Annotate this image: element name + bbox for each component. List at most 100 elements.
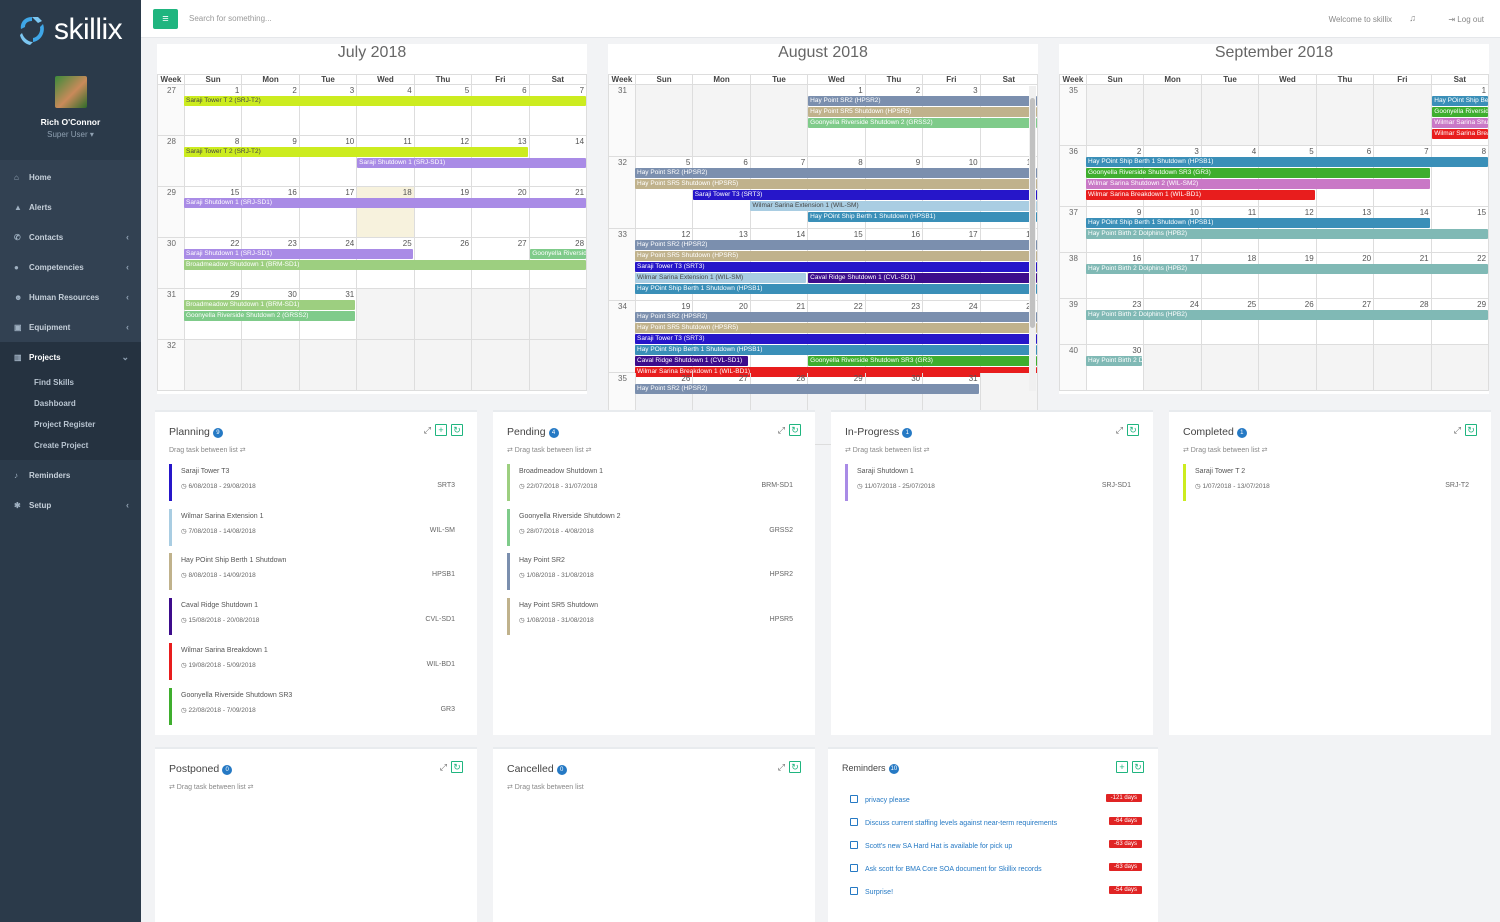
task-card[interactable]: Hay Point SR5 Shutdown ◷ 1/08/2018 - 31/0…	[507, 598, 805, 636]
day-cell[interactable]: 28	[1373, 299, 1430, 344]
day-cell[interactable]: 8	[1430, 146, 1488, 206]
day-cell[interactable]: 30	[1085, 345, 1143, 390]
subnav-create-project[interactable]: Create Project	[34, 441, 89, 450]
calendar-event[interactable]: Goonyella Riverside Shutdown 2	[530, 249, 586, 259]
day-cell[interactable]	[1430, 345, 1489, 390]
day-cell[interactable]	[1143, 85, 1201, 145]
day-cell[interactable]	[1373, 85, 1431, 145]
nav-home[interactable]: ⌂ Home	[0, 162, 141, 192]
day-cell[interactable]: 3	[298, 85, 356, 135]
day-cell[interactable]	[528, 340, 587, 390]
day-cell[interactable]: 5	[634, 157, 692, 228]
calendar-event[interactable]: Wilmar Sarina Breakdown 1 (WIL-BD1)	[1432, 129, 1488, 139]
day-cell[interactable]: 23	[1085, 299, 1143, 344]
nav-projects[interactable]: ▥ Projects ⌄	[0, 342, 141, 372]
calendar-event[interactable]: Goonyella Riverside Shutdown 2 (GRSS2)	[808, 118, 1037, 128]
day-cell[interactable]: 27	[1315, 299, 1373, 344]
subnav-dashboard[interactable]: Dashboard	[34, 399, 76, 408]
calendar-event[interactable]: Hay Point Birth 2 Dolphins (HPB2)	[1086, 356, 1142, 366]
day-cell[interactable]: 24	[1143, 299, 1200, 344]
reminder-text[interactable]: Ask scott for BMA Core SOA document for …	[865, 866, 1042, 873]
reminder-text[interactable]: Discuss current staffing levels against …	[865, 820, 1058, 827]
calendar-event[interactable]: Hay Point SR2 (HPSR2)	[808, 96, 1037, 106]
refresh-button[interactable]: ↻	[789, 424, 801, 436]
calendar-event[interactable]: Saraji Shutdown 1 (SRJ-SD1)	[184, 198, 586, 208]
task-card[interactable]: Goonyella Riverside Shutdown SR3 ◷ 22/08/…	[169, 687, 467, 725]
day-cell[interactable]: 5	[413, 85, 471, 135]
refresh-button[interactable]: ↻	[1465, 424, 1477, 436]
task-card[interactable]: Saraji Tower T3 ◷ 6/08/2018 - 29/08/2018 S…	[169, 464, 467, 501]
day-cell[interactable]	[1143, 345, 1201, 390]
day-cell[interactable]	[356, 340, 414, 390]
day-cell[interactable]: 21	[528, 187, 586, 237]
calendar-event[interactable]: Wilmar Sarina Breakdown 1 (WIL-BD1)	[1086, 190, 1315, 200]
calendar-event[interactable]: Hay Point SR2 (HPSR2)	[635, 168, 1037, 178]
subnav-find-skills[interactable]: Find Skills	[34, 378, 75, 387]
day-cell[interactable]: 16	[241, 187, 298, 237]
calendar-event[interactable]: Hay POint Ship Berth 1 Shutdown (HPSB1)	[1086, 157, 1488, 167]
calendar-event[interactable]: Hay Point SR5 Shutdown (HPSR5)	[808, 107, 1037, 117]
calendar-event[interactable]: Saraji Tower T 2 (SRJ-T2)	[184, 147, 529, 157]
calendar-event[interactable]: Hay Point SR2 (HPSR2)	[635, 384, 980, 394]
calendar-event[interactable]: Goonyella Riverside Shutdown SR3 (GR3)	[808, 356, 1037, 366]
day-cell[interactable]: 10	[298, 136, 356, 186]
calendar-event[interactable]: Hay Point Birth 2 Dolphins (HPB2)	[1086, 229, 1488, 239]
menu-toggle-button[interactable]: ≡	[153, 9, 178, 29]
calendar-event[interactable]: Hay POint Ship Berth 1 Shutdown (HPSB1)	[635, 284, 1037, 294]
calendar-event[interactable]: Wilmar Sarina Extension 1 (WIL-SM)	[635, 273, 807, 283]
calendar-event[interactable]: Caval Ridge Shutdown 1 (CVL-SD1)	[808, 273, 1037, 283]
reminder-checkbox[interactable]	[850, 818, 858, 826]
calendar-event[interactable]: Hay POint Ship Berth 1 Shutdown (HPSB1)	[635, 345, 1037, 355]
calendar-event[interactable]: Hay POint Ship Berth 1 Shutdown (HPSB1)	[808, 212, 1037, 222]
day-cell[interactable]	[413, 340, 472, 390]
user-role-dropdown[interactable]: Super User ▾	[47, 130, 94, 139]
calendar-scrollbar[interactable]	[1029, 86, 1036, 391]
day-cell[interactable]: 17	[298, 187, 356, 237]
logout-link[interactable]: ⇥ Log out	[1448, 15, 1484, 24]
calendar-event[interactable]: Goonyella Riverside Shutdown 2 (GRSS2)	[184, 311, 356, 321]
calendar-event[interactable]: Caval Ridge Shutdown 1 (CVL-SD1)	[635, 356, 749, 366]
day-cell[interactable]: 26	[1258, 299, 1315, 344]
day-cell[interactable]: 2	[241, 85, 298, 135]
day-cell[interactable]: 20	[471, 187, 528, 237]
nav-reminders[interactable]: ♪ Reminders	[0, 460, 141, 490]
day-cell[interactable]: 7	[528, 85, 586, 135]
task-card[interactable]: Wilmar Sarina Extension 1 ◷ 7/08/2018 - 1…	[169, 508, 467, 546]
day-cell[interactable]	[241, 340, 299, 390]
task-card[interactable]: Saraji Shutdown 1 ◷ 11/07/2018 - 25/07/20…	[845, 464, 1143, 501]
day-cell[interactable]: 28	[749, 373, 807, 444]
calendar-event[interactable]: Hay Point SR5 Shutdown (HPSR5)	[635, 323, 1037, 333]
day-cell[interactable]: 19	[1258, 253, 1315, 298]
calendar-event[interactable]: Broadmeadow Shutdown 1 (BRM-SD1)	[184, 260, 586, 270]
day-cell[interactable]: 18	[356, 187, 414, 237]
add-task-button[interactable]: +	[435, 424, 447, 436]
expand-icon[interactable]: ⤢	[777, 424, 785, 435]
expand-icon[interactable]: ⤢	[423, 424, 431, 435]
day-cell[interactable]	[634, 85, 693, 156]
expand-icon[interactable]: ⤢	[439, 761, 447, 772]
day-cell[interactable]: 31	[922, 373, 979, 444]
calendar-event[interactable]: Saraji Shutdown 1 (SRJ-SD1)	[184, 249, 413, 259]
day-cell[interactable]: 29	[807, 373, 864, 444]
day-cell[interactable]: 17	[1143, 253, 1200, 298]
calendar-event[interactable]: Goonyella Riverside Shutdown SR3 (GR3)	[1086, 168, 1431, 178]
calendar-event[interactable]: Hay Point SR2 (HPSR2)	[635, 240, 1037, 250]
day-cell[interactable]: 26	[634, 373, 692, 444]
task-card[interactable]: Broadmeadow Shutdown 1 ◷ 22/07/2018 - 31/…	[507, 464, 805, 501]
day-cell[interactable]: 21	[1373, 253, 1430, 298]
task-card[interactable]: Saraji Tower T 2 ◷ 1/07/2018 - 13/07/2018…	[1183, 464, 1481, 501]
task-card[interactable]: Caval Ridge Shutdown 1 ◷ 15/08/2018 - 20/…	[169, 598, 467, 636]
task-card[interactable]: Hay Point SR2 ◷ 1/08/2018 - 31/08/2018 HPS…	[507, 553, 805, 591]
day-cell[interactable]: 6	[471, 85, 528, 135]
refresh-button[interactable]: ↻	[789, 761, 801, 773]
calendar-event[interactable]: Saraji Shutdown 1 (SRJ-SD1)	[357, 158, 586, 168]
task-card[interactable]: Wilmar Sarina Breakdown 1 ◷ 19/08/2018 - …	[169, 642, 467, 680]
search-input[interactable]: Search for something...	[189, 14, 272, 23]
day-cell[interactable]	[1258, 345, 1316, 390]
reminder-text[interactable]: Scott's new SA Hard Hat is available for…	[865, 843, 1013, 850]
reminder-checkbox[interactable]	[850, 864, 858, 872]
reminder-checkbox[interactable]	[850, 887, 858, 895]
calendar-event[interactable]: Hay Point SR2 (HPSR2)	[635, 312, 1037, 322]
day-cell[interactable]	[1315, 85, 1374, 145]
avatar[interactable]	[54, 76, 87, 108]
